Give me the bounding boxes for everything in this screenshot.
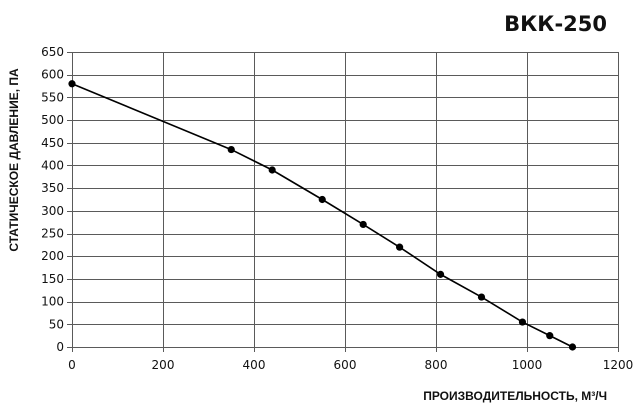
data-point-0-3	[318, 195, 326, 204]
data-point-0-7	[477, 293, 486, 301]
y-tick-label-0: 0	[56, 340, 64, 354]
y-tick-label-550: 550	[41, 90, 64, 104]
y-axis-title: СТАТИЧЕСКОЕ ДАВЛЕНИЕ, ПА	[7, 68, 21, 252]
y-tick-label-400: 400	[41, 158, 64, 172]
y-tick-label-350: 350	[41, 181, 64, 195]
axes	[67, 52, 619, 352]
y-tick-label-450: 450	[41, 136, 64, 150]
data-point-0-1	[227, 145, 235, 154]
x-tick-label-0: 0	[68, 358, 76, 372]
y-tick-label-650: 650	[41, 45, 64, 59]
y-tick-label-150: 150	[41, 272, 64, 286]
x-tick-label-800: 800	[425, 358, 448, 372]
x-tick-labels: 0 200 400 600 800 1000 1200	[68, 358, 633, 372]
chart-title: ВКК-250	[504, 12, 607, 36]
x-tick-label-400: 400	[243, 358, 266, 372]
data-point-0-0	[68, 80, 76, 88]
series-line-0	[71, 83, 573, 348]
data-point-0-4	[359, 220, 367, 229]
y-tick-label-100: 100	[41, 295, 64, 309]
x-tick-label-600: 600	[334, 358, 357, 372]
x-axis-title: ПРОИЗВОДИТЕЛЬНОСТЬ, М³/Ч	[423, 389, 607, 403]
y-tick-label-200: 200	[41, 249, 64, 263]
x-tick-label-1200: 1200	[603, 358, 634, 372]
data-point-0-2	[268, 166, 276, 174]
data-point-0-6	[436, 270, 445, 278]
data-point-0-10	[568, 343, 577, 351]
y-tick-label-50: 50	[49, 317, 64, 331]
data-point-0-5	[396, 243, 404, 251]
y-tick-label-500: 500	[41, 113, 64, 127]
y-tick-label-600: 600	[41, 68, 64, 82]
data-point-0-8	[518, 318, 527, 326]
y-tick-label-250: 250	[41, 227, 64, 241]
grid	[72, 52, 619, 347]
x-tick-label-200: 200	[152, 358, 175, 372]
series	[68, 80, 577, 351]
x-tick-label-1000: 1000	[512, 358, 543, 372]
data-point-0-9	[546, 332, 554, 340]
y-tick-labels: 0 50 100 150 200 250 300 350 400 450 500 550 600 650	[41, 45, 64, 354]
y-tick-label-300: 300	[41, 204, 64, 218]
